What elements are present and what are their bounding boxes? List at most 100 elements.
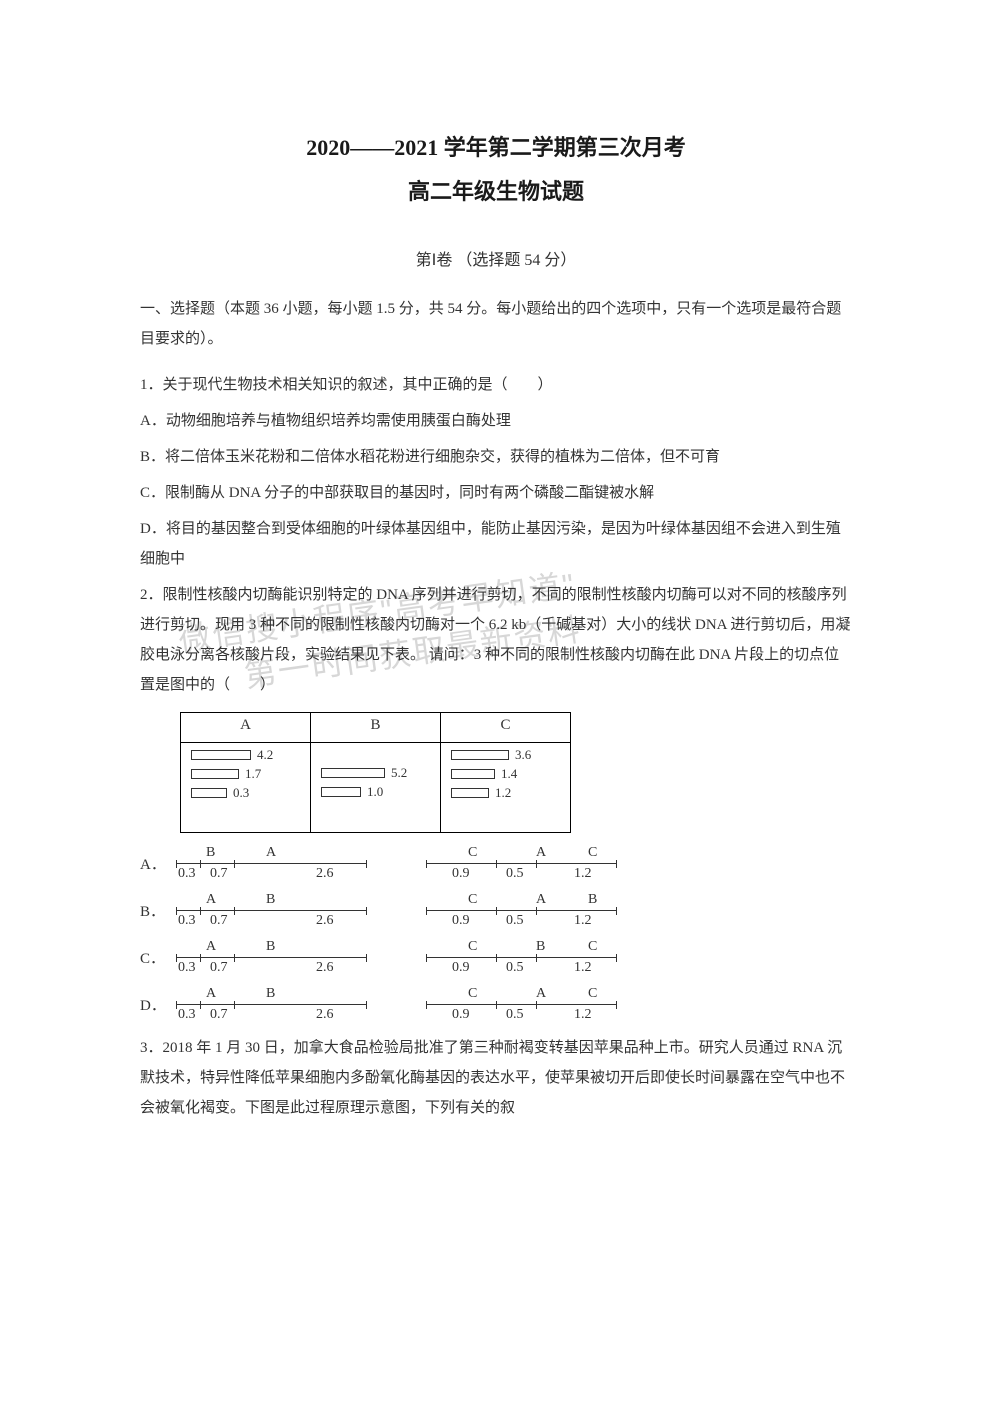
gel-lane-c: 3.6 1.4 1.2 [441, 743, 571, 833]
seg-labels-bottom: 0.9 0.5 1.2 [426, 1005, 616, 1023]
band-label: 1.7 [245, 766, 261, 782]
q3-stem: 3．2018 年 1 月 30 日，加拿大食品检验局批准了第三种耐褐变转基因苹果… [140, 1033, 852, 1123]
line-segment: CAB0.90.51.2 [426, 892, 616, 929]
seg-labels-bottom: 0.90.51.2 [426, 958, 616, 976]
seg-bottom-label: 0.9 [452, 1007, 470, 1023]
seg-bottom-label: 0.9 [452, 913, 470, 929]
seg-top-label: A [536, 845, 546, 861]
seg-labels-top: AB [176, 892, 366, 910]
seg-top-label: B [266, 892, 275, 908]
q2-option-row: C．AB0.30.72.6CBC0.90.51.2 [140, 939, 852, 976]
seg-bottom-label: 1.2 [574, 866, 592, 882]
seg-top-label: A [206, 892, 216, 908]
seg-top-label: A [206, 939, 216, 955]
seg-bottom-label: 0.3 [178, 913, 196, 929]
gel-table: A B C 4.2 1.7 0.3 5.21.0 3.6 1.4 1.2 [180, 712, 571, 833]
band-label: 1.4 [501, 766, 517, 782]
line-segment: CBC0.90.51.2 [426, 939, 616, 976]
line-segment: C A C 0.9 0.5 1.2 [426, 986, 616, 1023]
section-header: 第Ⅰ卷 （选择题 54 分） [140, 246, 852, 270]
seg-top-label: B [206, 845, 215, 861]
seg-labels-bottom: 0.30.72.6 [176, 958, 366, 976]
seg-top-label: B [536, 939, 545, 955]
seg-labels-bottom: 0.3 0.7 2.6 [176, 911, 366, 929]
main-title: 2020——2021 学年第二学期第三次月考 [140, 130, 852, 162]
gel-lanes-row: 4.2 1.7 0.3 5.21.0 3.6 1.4 1.2 [181, 743, 571, 833]
seg-top-label: C [468, 892, 477, 908]
seg-bottom-label: 0.9 [452, 960, 470, 976]
seg-bottom-label: 1.2 [574, 1007, 592, 1023]
q2-option-row: A．BA0.30.72.6CAC0.90.51.2 [140, 845, 852, 882]
q1-option-b: B．将二倍体玉米花粉和二倍体水稻花粉进行细胞杂交，获得的植株为二倍体，但不可育 [140, 442, 852, 472]
seg-bottom-label: 2.6 [316, 1007, 334, 1023]
seg-top-label: C [588, 939, 597, 955]
seg-bottom-label: 0.7 [210, 960, 228, 976]
band-label: 5.2 [391, 765, 407, 781]
gel-band: 1.7 [181, 766, 310, 782]
seg-bottom-label: 0.5 [506, 866, 524, 882]
seg-labels-top: CAC [426, 845, 616, 863]
gel-header-b: B [311, 713, 441, 743]
seg-top-label: B [266, 939, 275, 955]
q1-option-a: A．动物细胞培养与植物组织培养均需使用胰蛋白酶处理 [140, 406, 852, 436]
seg-top-label: C [468, 986, 477, 1002]
seg-bottom-label: 0.7 [210, 866, 228, 882]
title-block: 2020——2021 学年第二学期第三次月考 高二年级生物试题 [140, 130, 852, 206]
seg-tick [366, 860, 367, 868]
sub-title: 高二年级生物试题 [140, 174, 852, 206]
band-label: 4.2 [257, 747, 273, 763]
seg-labels-bottom: 0.90.51.2 [426, 911, 616, 929]
line-segment: AB0.30.72.6 [176, 986, 366, 1023]
seg-bottom-label: 2.6 [316, 960, 334, 976]
band-label: 0.3 [233, 785, 249, 801]
seg-top-label: C [588, 986, 597, 1002]
band-rect [321, 768, 385, 778]
seg-bottom-label: 2.6 [316, 866, 334, 882]
gel-lane-a: 4.2 1.7 0.3 [181, 743, 311, 833]
gel-header-row: A B C [181, 713, 571, 743]
seg-tick [616, 907, 617, 915]
seg-top-label: A [536, 986, 546, 1002]
gel-band: 1.2 [441, 785, 570, 801]
q2-option-row: B．AB0.30.72.6CAB0.90.51.2 [140, 892, 852, 929]
gel-band: 5.2 [311, 765, 440, 781]
band-rect [321, 787, 361, 797]
seg-tick [366, 907, 367, 915]
seg-tick [366, 1001, 367, 1009]
seg-top-label: A [206, 986, 216, 1002]
q2-stem: 2．限制性核酸内切酶能识别特定的 DNA 序列并进行剪切，不同的限制性核酸内切酶… [140, 580, 852, 700]
line-segment: AB0.30.72.6 [176, 892, 366, 929]
seg-top-label: B [266, 986, 275, 1002]
gel-header-c: C [441, 713, 571, 743]
q2-options: A．BA0.30.72.6CAC0.90.51.2B．AB0.30.72.6CA… [140, 845, 852, 1023]
seg-top-label: B [588, 892, 597, 908]
band-rect [191, 788, 227, 798]
seg-tick [616, 954, 617, 962]
seg-top-label: C [468, 845, 477, 861]
band-label: 3.6 [515, 747, 531, 763]
gel-band: 4.2 [181, 747, 310, 763]
line-segment: CAC0.90.51.2 [426, 845, 616, 882]
seg-labels-top: AB [176, 986, 366, 1004]
seg-bottom-label: 0.7 [210, 1007, 228, 1023]
seg-top-label: C [588, 845, 597, 861]
gel-header-a: A [181, 713, 311, 743]
gel-band: 0.3 [181, 785, 310, 801]
line-segment: BA0.30.72.6 [176, 845, 366, 882]
seg-labels-top: CAB [426, 892, 616, 910]
seg-top-label: A [266, 845, 276, 861]
seg-labels-bottom: 0.30.72.6 [176, 864, 366, 882]
seg-labels-bottom: 0.3 0.7 2.6 [176, 1005, 366, 1023]
seg-bottom-label: 2.6 [316, 913, 334, 929]
seg-bottom-label: 0.7 [210, 913, 228, 929]
seg-bottom-label: 0.3 [178, 1007, 196, 1023]
option-letter: D． [140, 994, 176, 1015]
option-letter: C． [140, 947, 176, 968]
band-rect [451, 750, 509, 760]
seg-bottom-label: 0.5 [506, 1007, 524, 1023]
line-diagram: AB0.30.72.6CBC0.90.51.2 [176, 939, 852, 976]
gel-lane-b: 5.21.0 [311, 743, 441, 833]
gel-table-wrapper: A B C 4.2 1.7 0.3 5.21.0 3.6 1.4 1.2 [180, 712, 852, 833]
band-rect [451, 788, 489, 798]
gel-band: 1.4 [441, 766, 570, 782]
